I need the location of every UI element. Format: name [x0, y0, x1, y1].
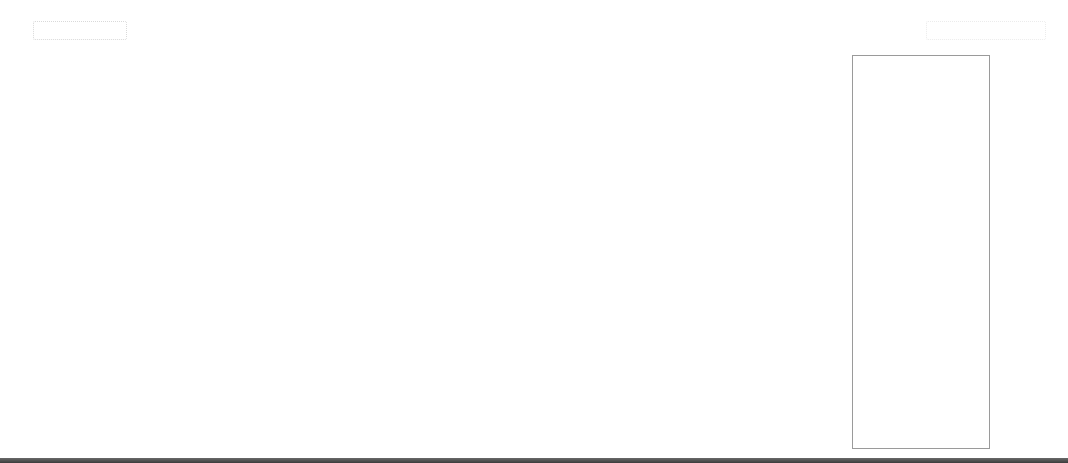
range-dropdown[interactable] [926, 21, 1046, 40]
legend [90, 38, 1038, 52]
hover-tooltip [852, 55, 990, 449]
plot-area[interactable] [62, 55, 990, 430]
details-dropdown[interactable] [33, 21, 127, 40]
chart-canvas[interactable] [62, 55, 990, 430]
bottom-panel-divider[interactable] [0, 458, 1068, 463]
